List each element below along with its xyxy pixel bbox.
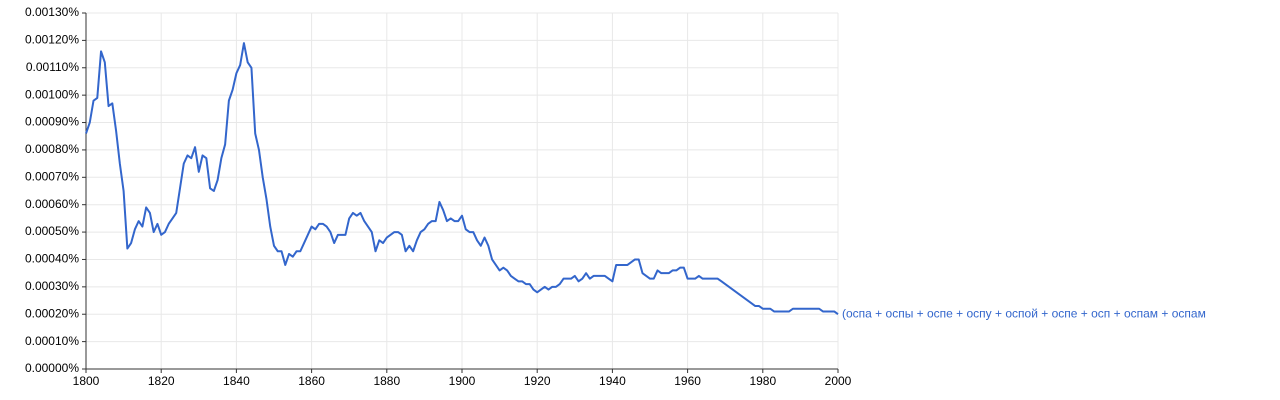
y-tick-label: 0.00000% bbox=[25, 361, 79, 375]
y-tick-label: 0.00130% bbox=[25, 5, 79, 19]
x-tick-label: 1860 bbox=[298, 374, 325, 388]
x-tick-label: 1820 bbox=[148, 374, 175, 388]
y-tick-label: 0.00070% bbox=[25, 169, 79, 183]
y-tick-label: 0.00050% bbox=[25, 224, 79, 238]
x-tick-label: 1840 bbox=[223, 374, 250, 388]
x-tick-label: 1920 bbox=[524, 374, 551, 388]
x-tick-label: 1960 bbox=[674, 374, 701, 388]
y-tick-label: 0.00090% bbox=[25, 115, 79, 129]
y-tick-label: 0.00030% bbox=[25, 279, 79, 293]
y-tick-label: 0.00040% bbox=[25, 252, 79, 266]
x-tick-label: 1800 bbox=[73, 374, 100, 388]
x-tick-label: 1980 bbox=[749, 374, 776, 388]
y-tick-label: 0.00110% bbox=[26, 60, 79, 74]
y-tick-label: 0.00060% bbox=[25, 197, 79, 211]
y-tick-label: 0.00080% bbox=[25, 142, 79, 156]
x-tick-label: 1900 bbox=[449, 374, 476, 388]
y-tick-label: 0.00010% bbox=[25, 334, 79, 348]
x-tick-label: 1940 bbox=[599, 374, 626, 388]
y-tick-label: 0.00100% bbox=[25, 87, 79, 101]
series-line bbox=[85, 42, 839, 316]
x-tick-label: 1880 bbox=[373, 374, 400, 388]
y-tick-label: 0.00020% bbox=[25, 306, 79, 320]
series-label: (оспа + оспы + оспе + оспу + оспой + осп… bbox=[842, 306, 1206, 320]
x-tick-label: 2000 bbox=[825, 374, 852, 388]
y-tick-label: 0.00120% bbox=[25, 33, 79, 47]
